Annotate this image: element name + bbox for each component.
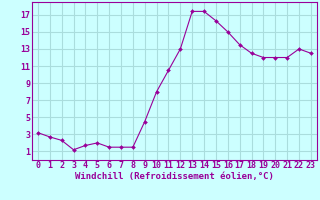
X-axis label: Windchill (Refroidissement éolien,°C): Windchill (Refroidissement éolien,°C) — [75, 172, 274, 181]
